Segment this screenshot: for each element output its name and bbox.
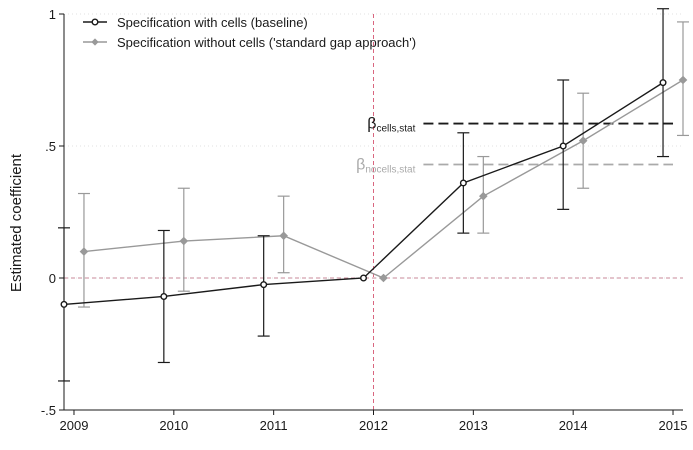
data-point [559, 142, 567, 150]
series-line [63, 82, 664, 306]
data-point [659, 79, 667, 87]
x-tick-label: 2010 [159, 418, 188, 433]
series-layer [58, 8, 689, 382]
legend: Specification with cells (baseline) Speci… [83, 15, 416, 50]
series-line [83, 79, 684, 279]
legend-label: Specification without cells ('standard g… [117, 35, 416, 50]
beta-annotation: βcells,stat [367, 116, 415, 135]
legend-marker [91, 38, 99, 46]
data-point [179, 236, 189, 246]
x-tick-label: 2013 [459, 418, 488, 433]
y-tick-label: 1 [49, 7, 56, 22]
y-tick-label: .5 [45, 139, 56, 154]
y-tick-label: -.5 [41, 403, 56, 418]
data-point [60, 300, 68, 308]
x-tick-label: 2011 [260, 418, 288, 433]
x-tick-label: 2015 [659, 418, 688, 433]
data-point [79, 247, 89, 256]
data-point [260, 281, 268, 289]
data-point [379, 273, 388, 283]
x-tick-label: 2009 [60, 418, 89, 433]
beta-annotation: βnocells,stat [356, 156, 415, 175]
data-point [279, 231, 288, 241]
axes: -.5 0 .5 1 2009 2010 2011 2012 2013 2014 2015 [41, 7, 688, 433]
reference-lines [64, 14, 683, 410]
y-axis-label: Estimated coefficient [8, 153, 25, 292]
legend-label: Specification with cells (baseline) [117, 15, 308, 30]
data-point [459, 179, 467, 187]
legend-marker [91, 18, 99, 26]
x-tick-label: 2014 [559, 418, 588, 433]
data-point [160, 292, 168, 300]
x-tick-label: 2012 [359, 418, 388, 433]
data-point [479, 191, 488, 201]
annotations: βcells,stat βnocells,stat [356, 116, 674, 175]
data-point [678, 75, 688, 85]
data-point [578, 136, 588, 146]
data-point [360, 274, 368, 282]
y-tick-label: 0 [49, 271, 56, 286]
